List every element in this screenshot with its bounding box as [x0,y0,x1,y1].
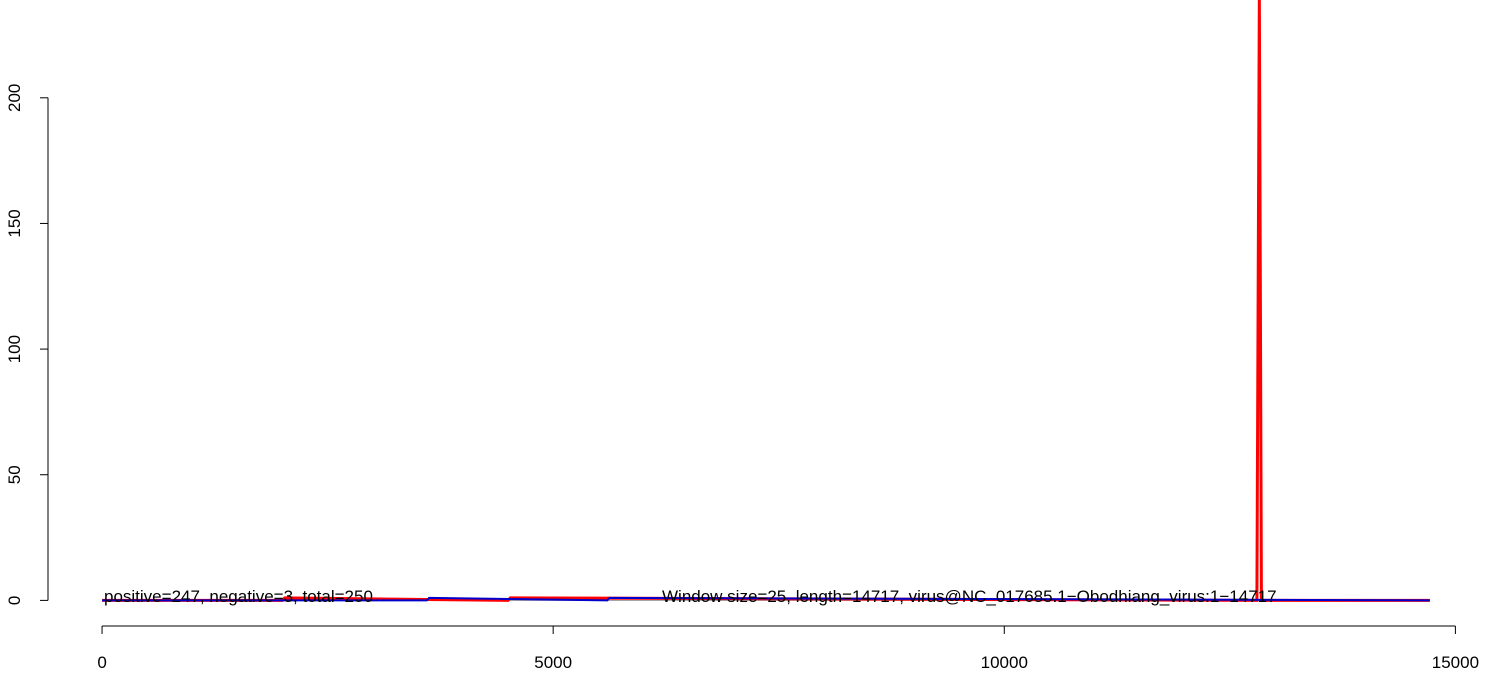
x-tick-label: 10000 [981,653,1028,672]
y-tick-label: 150 [5,209,24,237]
coverage-line [102,596,1430,602]
x-tick-label: 15000 [1432,653,1479,672]
y-tick-label: 200 [5,84,24,112]
y-tick-label: 0 [5,596,24,605]
x-tick-label: 5000 [534,653,572,672]
y-tick-label: 100 [5,335,24,363]
coverage-line [102,0,1430,602]
y-tick-label: 50 [5,465,24,484]
annotation: positive=247, negative=3, total=250 [104,587,373,606]
annotation: Window size=25, length=14717, virus@NC_0… [662,587,1277,606]
x-tick-label: 0 [97,653,106,672]
